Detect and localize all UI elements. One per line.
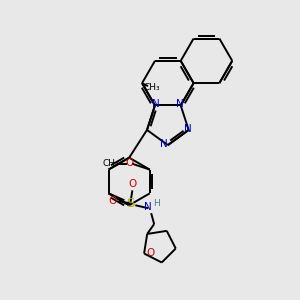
Text: N: N (176, 100, 184, 110)
Text: CH₃: CH₃ (144, 82, 160, 91)
Text: O: O (126, 158, 134, 168)
Text: N: N (184, 124, 192, 134)
Text: S: S (126, 197, 135, 210)
Text: CH₃: CH₃ (103, 159, 119, 168)
Text: O: O (108, 196, 117, 206)
Text: O: O (128, 179, 136, 189)
Text: N: N (160, 139, 168, 149)
Text: H: H (153, 199, 160, 208)
Text: N: N (152, 100, 160, 110)
Text: N: N (144, 202, 152, 212)
Text: O: O (146, 248, 154, 257)
